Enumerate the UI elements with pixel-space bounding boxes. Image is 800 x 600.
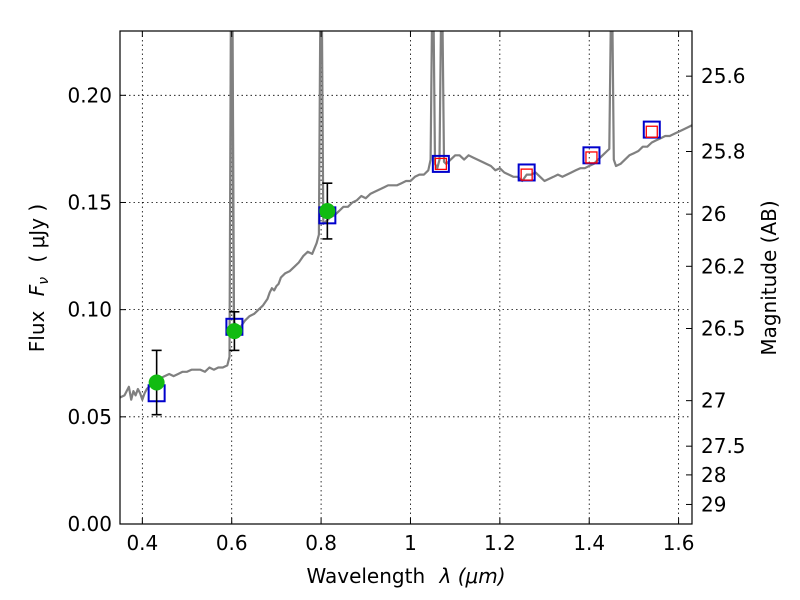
ir-model-photometry-marker	[645, 125, 658, 138]
y2-axis-label: Magnitude (AB)	[757, 200, 781, 355]
x-tick-label: 1.4	[573, 531, 605, 555]
y-tick-label: 0.15	[67, 190, 112, 214]
y-tick-label: 0.05	[67, 405, 112, 429]
plot-frame	[119, 30, 693, 525]
y-tick-label: 0.10	[67, 298, 112, 322]
x-tick-label: 0.6	[216, 531, 248, 555]
y2-axis-ticks: 25.6 25.8 26 26.2 26.5 27 27.5 28 29	[686, 64, 746, 516]
y-axis-ticks: 0.00 0.05 0.10 0.15 0.20	[67, 83, 126, 536]
y-axis-label-subscript: ν	[36, 277, 52, 285]
y-axis-label-main: Flux	[25, 310, 49, 352]
x-tick-label: 0.8	[305, 531, 337, 555]
y2-tick-label: 26	[701, 202, 726, 226]
ir-model-photometry-marker	[585, 151, 598, 164]
y-tick-label: 0.00	[67, 512, 112, 536]
plot-background	[120, 31, 692, 524]
x-tick-label: 0.4	[126, 531, 158, 555]
x-tick-label: 1	[404, 531, 417, 555]
observed-flux-marker	[319, 203, 336, 220]
x-axis-label-symbol: λ (μm)	[439, 564, 506, 588]
y-tick-label: 0.20	[67, 83, 112, 107]
y-axis-label: Flux Fν ( μJy )	[25, 204, 53, 352]
y2-tick-label: 25.8	[701, 140, 746, 164]
ir-model-photometry-marker	[520, 168, 533, 181]
y2-tick-label: 26.2	[701, 254, 746, 278]
x-axis-label-main: Wavelength	[306, 564, 425, 588]
grid-lines	[120, 31, 692, 525]
y2-tick-label: 28	[701, 463, 726, 487]
observed-flux-marker	[148, 374, 165, 391]
y2-tick-label: 29	[701, 492, 726, 516]
observed-flux-marker	[226, 323, 243, 340]
x-axis-label: Wavelength λ (μm)	[306, 564, 505, 588]
y2-tick-label: 27.5	[701, 434, 746, 458]
y2-tick-label: 27	[701, 389, 726, 413]
ir-model-photometry-marker	[434, 157, 448, 171]
y-axis-label-unit: ( μJy )	[25, 204, 49, 263]
y2-tick-label: 26.5	[701, 317, 746, 341]
markers-layer	[147, 120, 661, 416]
y2-tick-label: 25.6	[701, 64, 746, 88]
x-tick-label: 1.2	[484, 531, 516, 555]
x-tick-label: 1.6	[663, 531, 695, 555]
y-axis-label-symbol: F	[25, 284, 49, 296]
model-photometry-marker	[431, 154, 450, 173]
x-axis-ticks: 0.4 0.6 0.8 1 1.2 1.4 1.6	[126, 31, 695, 555]
